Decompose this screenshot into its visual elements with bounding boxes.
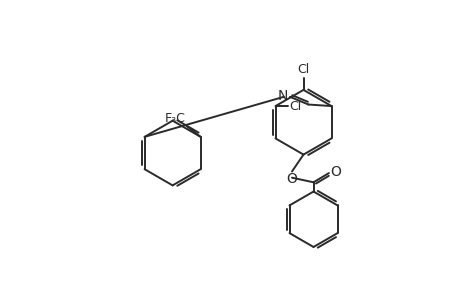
Text: O: O (330, 165, 341, 179)
Text: Cl: Cl (289, 100, 301, 112)
Text: F₃C: F₃C (164, 112, 185, 124)
Text: Cl: Cl (297, 63, 309, 76)
Text: N: N (277, 89, 288, 103)
Text: O: O (285, 172, 296, 186)
